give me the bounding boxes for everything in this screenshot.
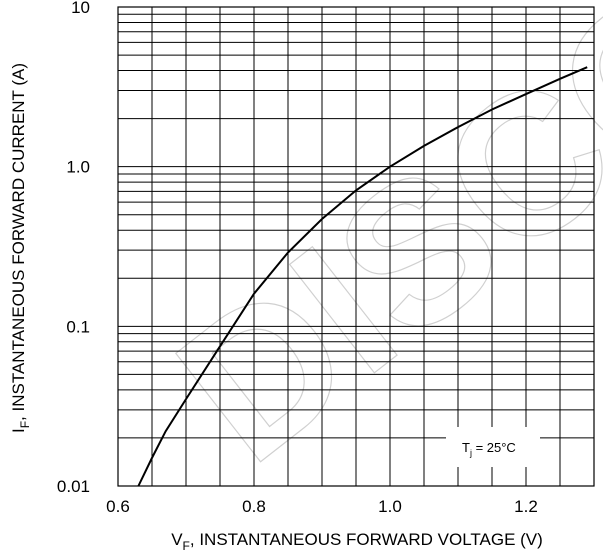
tick-labels: 0.6 0.8 1.0 1.2 0.01 0.1 1.0 10 (57, 0, 538, 516)
axis-labels: VF, INSTANTANEOUS FORWARD VOLTAGE (V) IF,… (9, 63, 543, 553)
y-axis-label: IF, INSTANTANEOUS FORWARD CURRENT (A) (9, 63, 32, 433)
series-layer (137, 66, 588, 487)
x-tick-label: 1.0 (378, 497, 402, 516)
annotation: Tj = 25°C (446, 427, 540, 467)
annotation-box (446, 427, 540, 467)
plot-border (117, 6, 595, 487)
y-tick-label: 0.1 (66, 317, 90, 336)
y-tick-label: 10 (71, 0, 90, 17)
y-tick-label: 0.01 (57, 477, 90, 496)
x-tick-label: 0.8 (242, 497, 266, 516)
series-line-0 (137, 66, 588, 487)
x-tick-label: 1.2 (514, 497, 538, 516)
x-axis-label: VF, INSTANTANEOUS FORWARD VOLTAGE (V) (171, 530, 543, 553)
y-tick-label: 1.0 (66, 158, 90, 177)
grid (117, 7, 595, 487)
plot-frame (117, 6, 595, 487)
annotation-label: Tj = 25°C (462, 440, 516, 458)
x-tick-label: 0.6 (106, 497, 130, 516)
